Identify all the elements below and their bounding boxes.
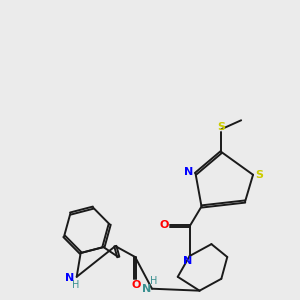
Text: H: H: [72, 280, 80, 290]
Text: S: S: [217, 122, 225, 132]
Text: H: H: [150, 276, 158, 286]
Text: N: N: [142, 284, 152, 294]
Text: N: N: [184, 167, 193, 177]
Text: O: O: [131, 280, 141, 290]
Text: N: N: [65, 273, 74, 283]
Text: N: N: [183, 256, 192, 266]
Text: S: S: [255, 170, 263, 180]
Text: O: O: [159, 220, 169, 230]
